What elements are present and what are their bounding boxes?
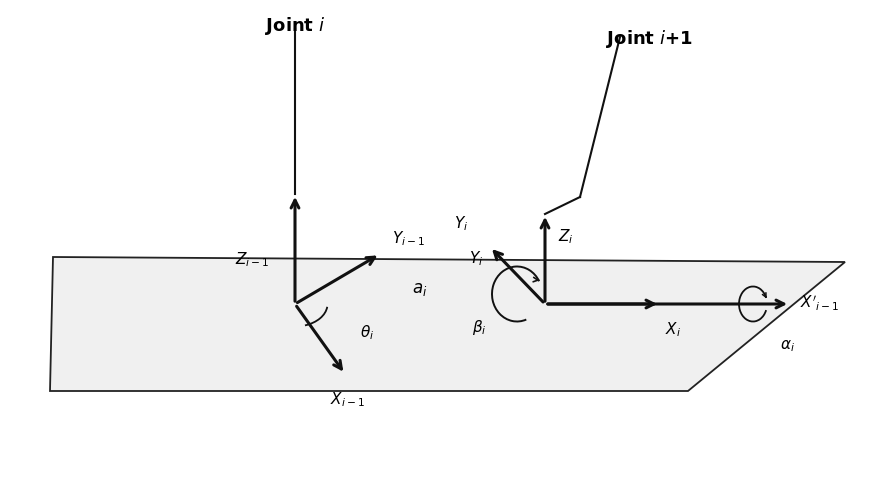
Text: $Z_{i-1}$: $Z_{i-1}$ — [236, 250, 270, 269]
Text: Joint $i$+1: Joint $i$+1 — [606, 28, 694, 50]
Text: $Z_i$: $Z_i$ — [558, 226, 574, 245]
Text: $Y_{i-1}$: $Y_{i-1}$ — [392, 229, 425, 247]
Text: $\theta_i$: $\theta_i$ — [360, 323, 374, 342]
Text: $\beta_i$: $\beta_i$ — [472, 317, 487, 336]
Text: $X'_{i-1}$: $X'_{i-1}$ — [800, 293, 839, 312]
Text: $\alpha_i$: $\alpha_i$ — [780, 337, 795, 353]
Text: Joint $i$: Joint $i$ — [265, 15, 325, 37]
Text: $X_{i-1}$: $X_{i-1}$ — [329, 389, 364, 408]
Text: $Y_i$: $Y_i$ — [454, 214, 468, 232]
Text: $Y_i$: $Y_i$ — [469, 249, 483, 267]
Text: $X_i$: $X_i$ — [665, 319, 681, 338]
Polygon shape — [50, 258, 845, 391]
Text: $a_i$: $a_i$ — [413, 280, 427, 297]
